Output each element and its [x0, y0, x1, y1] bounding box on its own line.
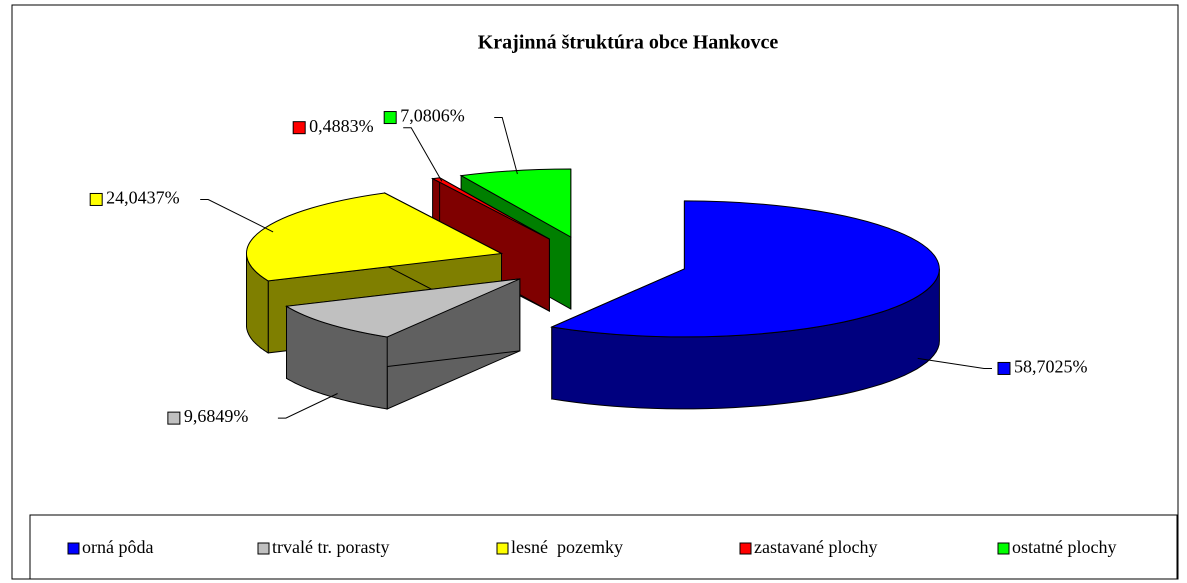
- label-swatch: [89, 192, 103, 206]
- label-swatch: [292, 121, 306, 135]
- legend-label: trvalé tr. porasty: [272, 537, 389, 557]
- legend-label: orná pôda: [82, 537, 153, 557]
- label-swatch: [167, 411, 181, 425]
- data-label: 58,7025%: [1014, 357, 1088, 377]
- chart-title: Krajinná štruktúra obce Hankovce: [478, 32, 779, 54]
- leader-line: [917, 357, 992, 369]
- leader-line: [277, 393, 338, 419]
- data-label: 24,0437%: [106, 188, 180, 208]
- leader-line: [200, 199, 274, 233]
- leader-line: [494, 117, 518, 175]
- legend-swatch: [496, 542, 509, 555]
- label-swatch: [997, 361, 1011, 375]
- legend-swatch: [997, 542, 1010, 555]
- legend-box: [29, 514, 1178, 580]
- data-label: 0,4883%: [309, 116, 374, 136]
- slice: [459, 168, 572, 238]
- legend-swatch: [257, 542, 270, 555]
- slice: [245, 192, 504, 282]
- legend-swatch: [67, 542, 80, 555]
- data-label: 7,0806%: [400, 106, 465, 126]
- chart-frame: [11, 4, 1179, 580]
- slice: [284, 278, 521, 338]
- legend-label: zastavané plochy: [754, 537, 877, 557]
- slice: [550, 200, 940, 338]
- leader-line: [403, 127, 443, 182]
- legend-label: ostatné plochy: [1012, 537, 1116, 557]
- data-label: 9,6849%: [184, 406, 249, 426]
- legend-label: lesné pozemky: [511, 537, 623, 557]
- label-swatch: [383, 111, 397, 125]
- legend-swatch: [739, 542, 752, 555]
